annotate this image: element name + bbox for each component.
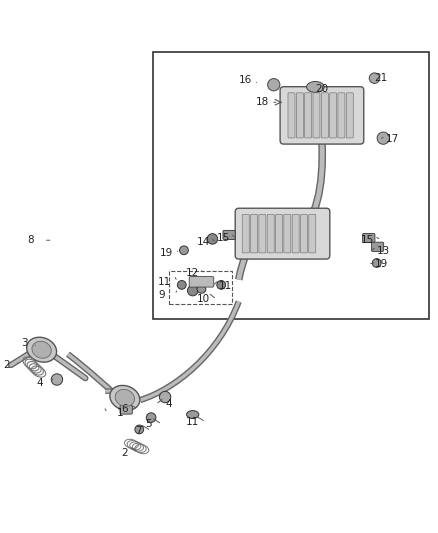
- Text: 18: 18: [256, 97, 269, 107]
- Text: 16: 16: [239, 75, 252, 85]
- Text: 2: 2: [121, 448, 128, 458]
- Text: 15: 15: [217, 233, 230, 243]
- Text: 8: 8: [27, 235, 34, 245]
- Text: 17: 17: [385, 134, 399, 144]
- Text: 12: 12: [186, 268, 199, 278]
- FancyBboxPatch shape: [292, 214, 299, 253]
- FancyBboxPatch shape: [309, 214, 316, 253]
- Ellipse shape: [115, 390, 134, 407]
- FancyBboxPatch shape: [288, 93, 295, 138]
- Text: 9: 9: [159, 290, 166, 300]
- FancyBboxPatch shape: [120, 405, 132, 414]
- Text: 13: 13: [377, 246, 390, 256]
- FancyBboxPatch shape: [267, 214, 274, 253]
- Text: 19: 19: [160, 248, 173, 259]
- Circle shape: [207, 233, 218, 244]
- Ellipse shape: [110, 385, 140, 410]
- Circle shape: [268, 78, 280, 91]
- Text: 11: 11: [158, 277, 171, 287]
- FancyBboxPatch shape: [259, 214, 266, 253]
- FancyBboxPatch shape: [280, 87, 364, 144]
- Text: 10: 10: [197, 294, 210, 304]
- Text: 7: 7: [134, 426, 141, 436]
- Circle shape: [369, 73, 380, 84]
- Circle shape: [187, 285, 198, 296]
- Ellipse shape: [187, 410, 199, 418]
- Circle shape: [146, 413, 156, 423]
- Text: 3: 3: [21, 338, 28, 348]
- Ellipse shape: [27, 337, 57, 362]
- Text: 14: 14: [197, 237, 210, 247]
- FancyBboxPatch shape: [338, 93, 345, 138]
- FancyBboxPatch shape: [251, 214, 258, 253]
- FancyBboxPatch shape: [363, 233, 375, 243]
- FancyBboxPatch shape: [329, 93, 336, 138]
- Circle shape: [177, 280, 186, 289]
- Ellipse shape: [32, 341, 51, 358]
- Text: 21: 21: [374, 73, 388, 83]
- Text: 6: 6: [121, 404, 128, 414]
- FancyBboxPatch shape: [296, 93, 303, 138]
- Circle shape: [159, 391, 171, 403]
- Text: 1: 1: [117, 408, 124, 418]
- Circle shape: [372, 259, 381, 268]
- FancyBboxPatch shape: [276, 214, 283, 253]
- Circle shape: [217, 280, 226, 289]
- Ellipse shape: [197, 285, 206, 293]
- FancyBboxPatch shape: [235, 208, 330, 259]
- FancyBboxPatch shape: [284, 214, 291, 253]
- FancyBboxPatch shape: [371, 242, 384, 252]
- Text: 4: 4: [165, 399, 172, 409]
- FancyBboxPatch shape: [300, 214, 307, 253]
- Ellipse shape: [307, 82, 324, 92]
- Text: 15: 15: [361, 235, 374, 245]
- Bar: [169, 271, 232, 304]
- Text: 19: 19: [374, 260, 388, 269]
- Text: 11: 11: [186, 417, 199, 427]
- Circle shape: [135, 425, 144, 434]
- FancyBboxPatch shape: [189, 277, 214, 287]
- FancyBboxPatch shape: [242, 214, 249, 253]
- Text: 11: 11: [219, 281, 232, 291]
- Text: 2: 2: [3, 360, 10, 370]
- FancyBboxPatch shape: [321, 93, 328, 138]
- Circle shape: [51, 374, 63, 385]
- Text: 20: 20: [315, 84, 328, 94]
- Text: 5: 5: [145, 419, 152, 429]
- FancyBboxPatch shape: [313, 93, 320, 138]
- FancyBboxPatch shape: [346, 93, 353, 138]
- Bar: [153, 52, 429, 319]
- Text: 4: 4: [36, 377, 43, 387]
- Circle shape: [377, 132, 389, 144]
- FancyBboxPatch shape: [223, 230, 235, 239]
- Circle shape: [180, 246, 188, 255]
- FancyBboxPatch shape: [305, 93, 311, 138]
